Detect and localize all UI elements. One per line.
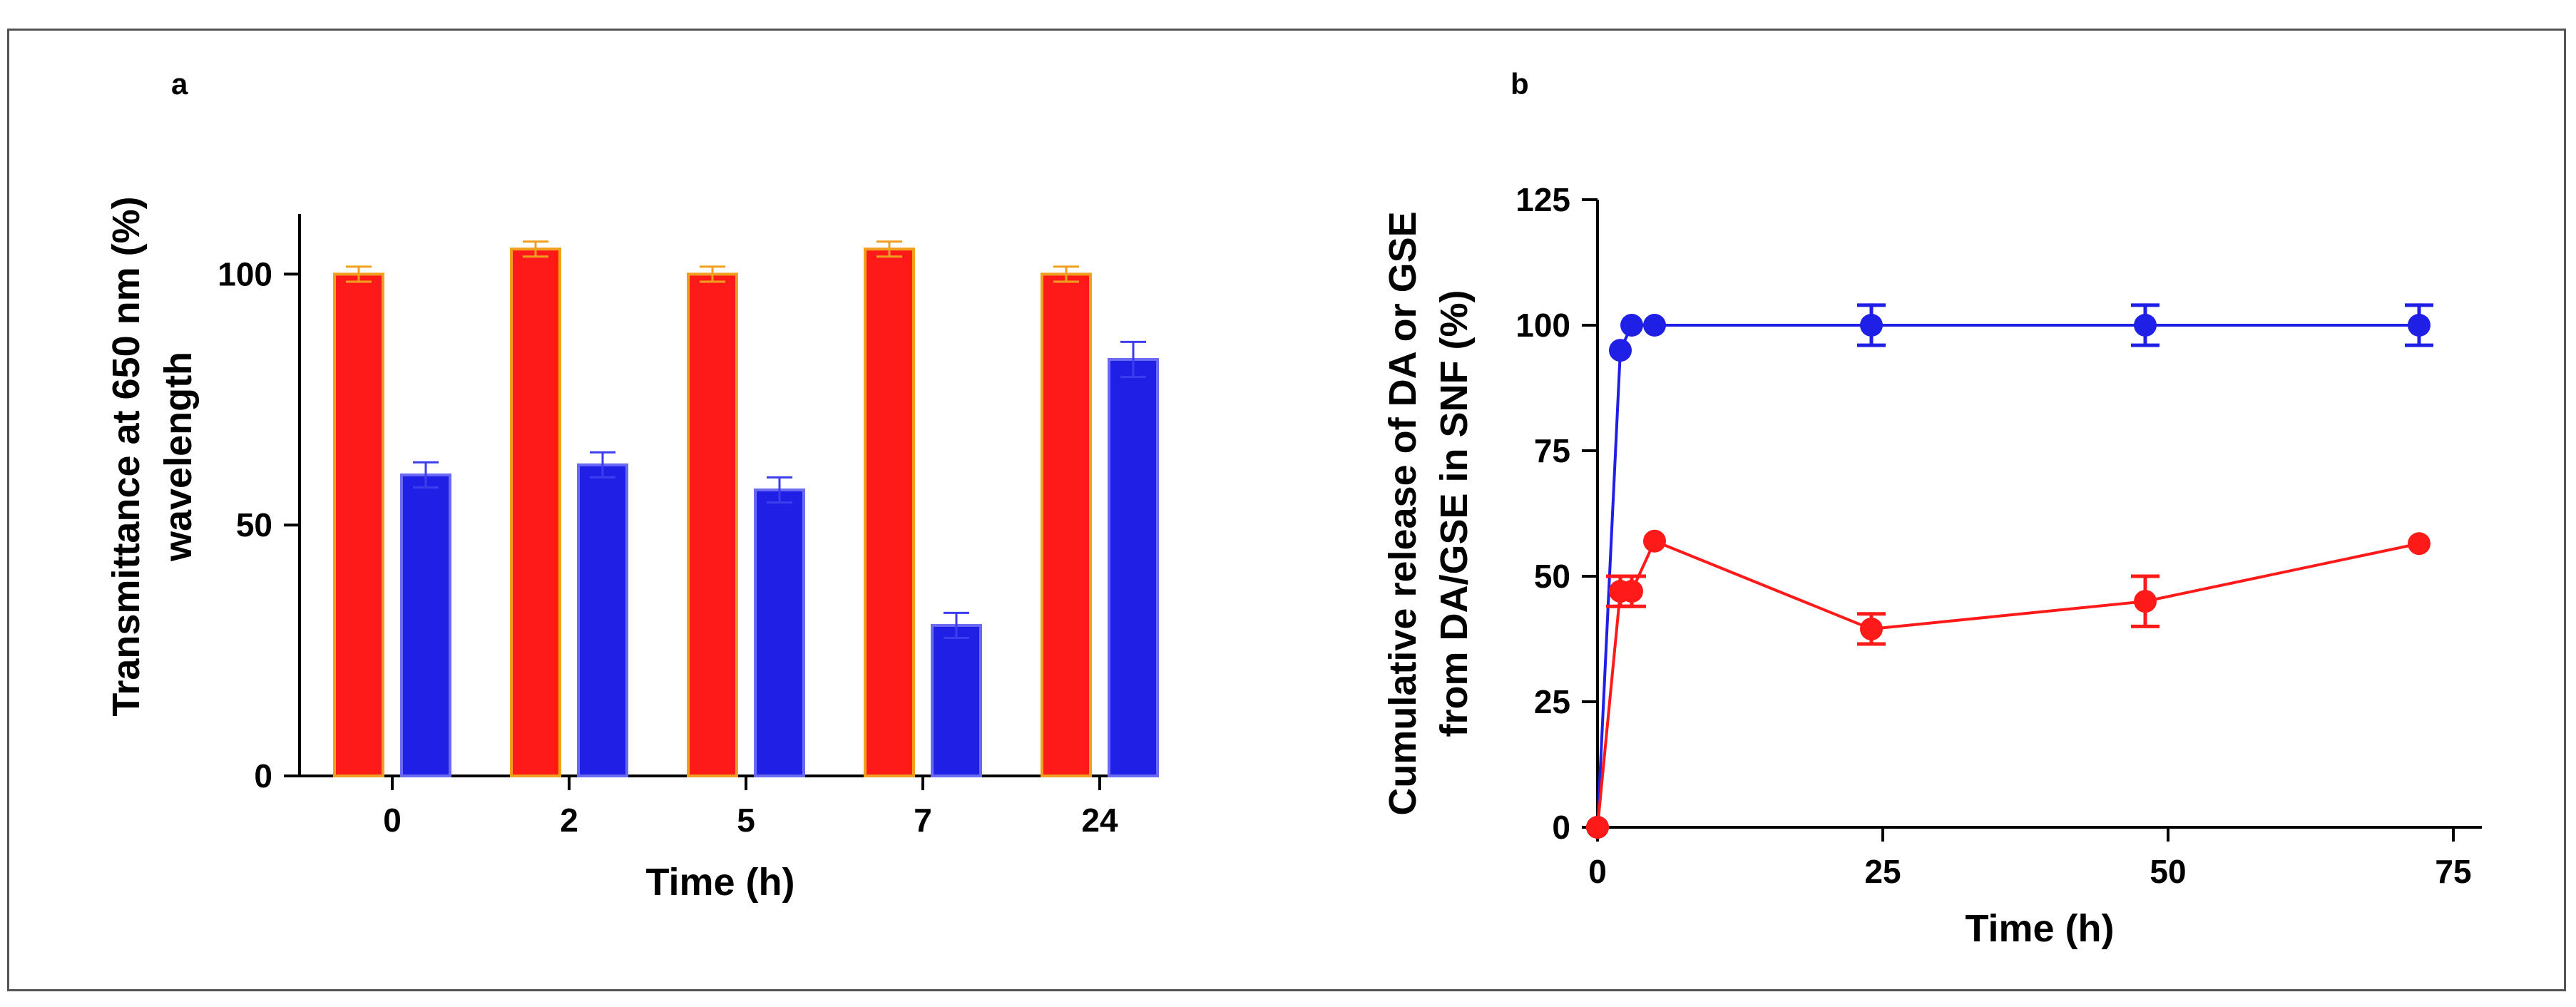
panel-b-x-axis-title: Time (h) bbox=[1965, 907, 2114, 950]
panel-a-y-tick-label: 50 bbox=[236, 506, 272, 543]
data-point-blue-t3 bbox=[1620, 314, 1643, 337]
series-line-red bbox=[1596, 539, 2420, 828]
panel-b-x-tick-label: 0 bbox=[1588, 853, 1607, 890]
series-line-blue bbox=[1596, 324, 2419, 828]
panel-a-x-axis-title: Time (h) bbox=[645, 861, 794, 904]
bar-blue-0h bbox=[400, 473, 451, 777]
bar-red-7h bbox=[864, 247, 915, 777]
data-point-blue-t2 bbox=[1609, 339, 1632, 362]
panel-a-x-tick-label: 0 bbox=[383, 802, 402, 839]
panel-a: a Transmittance at 650 nm (%) wavelength… bbox=[105, 67, 1159, 904]
bar-blue-24h bbox=[1108, 358, 1159, 777]
panel-a-x-ticks: 0 2 5 7 24 bbox=[383, 776, 1118, 839]
panel-b-y-axis-title-line1: Cumulative release of DA or GSE bbox=[1381, 211, 1424, 815]
panel-b-x-ticks: 0 25 50 75 bbox=[1588, 827, 2472, 890]
panel-a-y-ticks: 0 50 100 bbox=[218, 255, 300, 794]
panel-a-x-tick-label: 2 bbox=[560, 802, 578, 839]
panel-b-series bbox=[1586, 303, 2433, 839]
panel-b-label: b bbox=[1511, 67, 1529, 101]
panel-b-y-axis-title-line2: from DA/GSE in SNF (%) bbox=[1433, 290, 1476, 737]
data-point-red-t48 bbox=[2134, 590, 2157, 613]
panel-a-x-tick-label: 24 bbox=[1081, 802, 1118, 839]
bar-red-24h bbox=[1041, 272, 1092, 777]
bar-blue-7h bbox=[931, 623, 982, 778]
panel-a-bars bbox=[333, 240, 1159, 778]
panel-b: b Cumulative release of DA or GSE from D… bbox=[1381, 67, 2482, 950]
data-point-red-t24 bbox=[1860, 617, 1883, 640]
panel-b-y-tick-label: 100 bbox=[1516, 307, 1570, 344]
panel-b-y-ticks: 0 25 50 75 100 125 bbox=[1516, 181, 1598, 846]
data-point-red-t72 bbox=[2408, 532, 2431, 556]
panel-b-y-tick-label: 75 bbox=[1534, 432, 1570, 469]
panel-b-y-axis-title: Cumulative release of DA or GSE from DA/… bbox=[1381, 211, 1476, 815]
bar-blue-2h bbox=[577, 463, 628, 777]
bar-red-5h bbox=[687, 272, 738, 777]
bar-blue-5h bbox=[754, 488, 805, 777]
panel-b-y-tick-label: 50 bbox=[1534, 558, 1570, 595]
panel-a-label: a bbox=[171, 67, 188, 101]
panel-a-y-tick-label: 0 bbox=[254, 757, 272, 794]
panel-b-x-tick-label: 75 bbox=[2435, 853, 2471, 890]
data-point-blue-t72 bbox=[2408, 314, 2431, 337]
bar-red-0h bbox=[333, 272, 384, 777]
panel-b-x-tick-label: 50 bbox=[2150, 853, 2186, 890]
panel-b-x-tick-label: 25 bbox=[1864, 853, 1901, 890]
panel-a-x-tick-label: 7 bbox=[914, 802, 932, 839]
bar-red-2h bbox=[510, 247, 561, 777]
panel-a-x-tick-label: 5 bbox=[737, 802, 755, 839]
panel-b-y-tick-label: 0 bbox=[1552, 809, 1570, 846]
panel-a-y-axis-title-line1: Transmittance at 650 nm (%) bbox=[105, 196, 148, 716]
panel-b-y-tick-label: 25 bbox=[1534, 683, 1570, 720]
data-point-red-t5 bbox=[1643, 529, 1666, 553]
panel-b-y-tick-label: 125 bbox=[1516, 181, 1570, 218]
data-point-red-t0 bbox=[1586, 816, 1609, 839]
data-point-red-t3 bbox=[1620, 580, 1643, 603]
panel-a-y-axis-title: Transmittance at 650 nm (%) wavelength bbox=[105, 196, 200, 716]
data-point-blue-t48 bbox=[2134, 314, 2157, 337]
data-point-blue-t24 bbox=[1860, 314, 1883, 337]
panel-a-y-axis-title-line2: wavelength bbox=[157, 352, 200, 562]
figure-frame bbox=[7, 29, 2566, 991]
panel-a-y-tick-label: 100 bbox=[218, 255, 272, 292]
data-point-blue-t5 bbox=[1643, 314, 1666, 337]
